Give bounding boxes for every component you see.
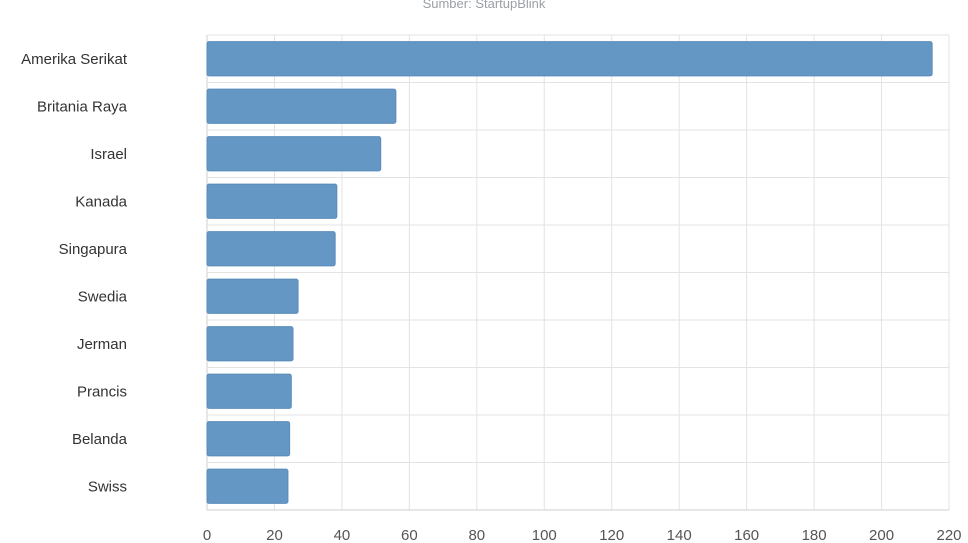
bars (206, 41, 933, 504)
bar (206, 41, 933, 77)
category-label: Swedia (78, 288, 128, 305)
category-label: Prancis (77, 383, 127, 400)
x-tick-label: 160 (734, 527, 759, 543)
x-tick-label: 120 (599, 527, 624, 543)
bar (206, 231, 336, 267)
x-tick-label: 220 (936, 527, 961, 543)
gridlines (206, 34, 950, 511)
category-label: Jerman (77, 336, 127, 353)
category-label: Swiss (88, 478, 127, 495)
x-tick-label: 0 (203, 527, 211, 543)
category-label: Singapura (59, 241, 128, 258)
category-label: Belanda (72, 431, 128, 448)
bar (206, 373, 292, 409)
bar (206, 468, 289, 504)
bar (206, 326, 294, 362)
category-label: Amerika Serikat (21, 51, 128, 68)
x-tick-label: 80 (468, 527, 485, 543)
x-tick-label: 140 (667, 527, 692, 543)
x-axis-tick-labels: 0 20 40 60 80 100 120 140 160 180 200 220 (203, 527, 962, 543)
bar (206, 278, 299, 314)
bar (206, 88, 397, 124)
bar (206, 421, 291, 457)
x-tick-label: 200 (869, 527, 894, 543)
x-tick-label: 20 (266, 527, 283, 543)
category-label: Britania Raya (37, 98, 128, 115)
category-label: Israel (90, 146, 127, 163)
category-labels: Amerika Serikat Britania Raya Israel Kanada… (21, 51, 128, 496)
category-label: Kanada (75, 193, 127, 210)
x-tick-label: 60 (401, 527, 418, 543)
x-tick-label: 40 (334, 527, 351, 543)
bar (206, 183, 338, 219)
bar (206, 136, 382, 172)
x-tick-label: 180 (802, 527, 827, 543)
x-tick-label: 100 (532, 527, 557, 543)
chart-subtitle: Sumber: StartupBlink (423, 0, 546, 11)
